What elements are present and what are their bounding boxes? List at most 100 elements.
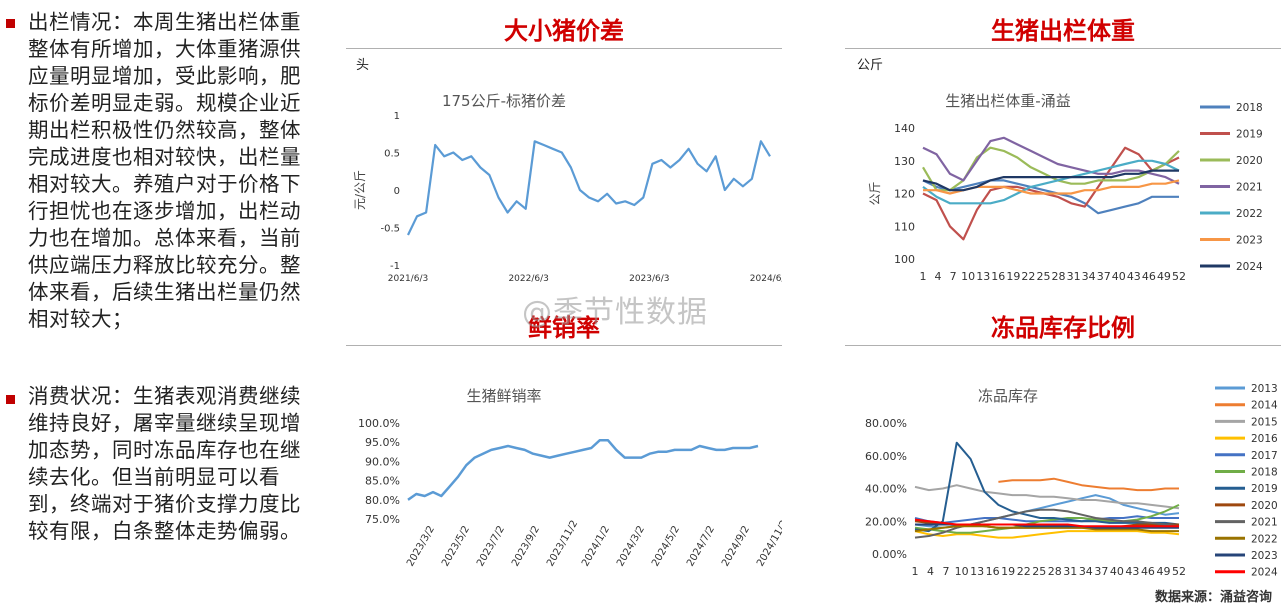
x-tick-label: 52 xyxy=(1172,270,1186,283)
y-tick-label: 60.00% xyxy=(865,450,907,463)
y-tick-label: 85.0% xyxy=(365,475,400,488)
series-line-2022 xyxy=(914,525,1179,533)
legend-label: 2020 xyxy=(1236,155,1263,167)
y-axis-label: 公斤 xyxy=(868,181,882,205)
series-line-2022 xyxy=(922,159,1180,205)
y-tick-label: -0.5 xyxy=(380,224,400,235)
series-line-2019 xyxy=(922,146,1180,241)
watermark: @季节性数据 xyxy=(522,295,708,330)
x-tick-label: 2024/1/2 xyxy=(580,524,612,568)
x-tick-label: 2024/3/2 xyxy=(615,524,647,568)
x-tick-label: 2023/7/2 xyxy=(475,524,507,568)
legend-label: 2019 xyxy=(1236,129,1263,141)
bullet-icon xyxy=(6,19,15,28)
series-line-2019 xyxy=(914,441,1180,533)
x-tick-label: 31 xyxy=(1067,270,1081,283)
series-line-2024 xyxy=(922,169,1179,192)
x-tick-label: 13 xyxy=(970,565,984,578)
x-tick-label: 4 xyxy=(927,565,934,578)
legend-label: 2018 xyxy=(1236,102,1263,114)
x-tick-label: 2024/11/2 xyxy=(755,519,782,569)
y-tick-label: 20.00% xyxy=(865,515,907,528)
x-tick-label: 25 xyxy=(1032,565,1046,578)
consumption-paragraph: 消费状况：生猪表观消费继续维持良好，屠宰量继续呈现增加态势，同时冻品库存也在继续… xyxy=(28,384,301,543)
x-tick-label: 1 xyxy=(912,565,919,578)
x-tick-label: 2024/5/2 xyxy=(650,524,682,568)
y-tick-label: -1 xyxy=(390,261,400,272)
x-tick-label: 2024/7/2 xyxy=(685,524,717,568)
x-tick-label: 19 xyxy=(1001,565,1015,578)
x-tick-label: 22 xyxy=(1021,270,1035,283)
y-tick-label: 40.00% xyxy=(865,483,907,496)
x-tick-label: 16 xyxy=(991,270,1005,283)
series-line-2020 xyxy=(922,146,1180,192)
x-tick-label: 2023/11/2 xyxy=(545,519,580,569)
x-tick-label: 2023/5/2 xyxy=(440,524,472,568)
series-line-2015 xyxy=(914,484,1180,510)
panel-fresh-sales: 鲜销率 生猪鲜销率 100.0% 95.0% 90.0% 85.0% 80.0% 75.0… xyxy=(346,305,782,605)
y-tick-label: 140 xyxy=(894,122,915,135)
x-tick-label: 2023/6/3 xyxy=(629,274,669,284)
divider xyxy=(346,345,782,346)
panel-frozen-inventory: 冻品库存比例 冻品库存 80.00% 60.00% 40.00% 20.00% 0.00… xyxy=(845,305,1281,587)
x-tick-label: 40 xyxy=(1110,565,1124,578)
y-tick-label: 1 xyxy=(394,111,400,122)
x-tick-label: 22 xyxy=(1017,565,1031,578)
series-line-2016 xyxy=(914,530,1180,539)
x-tick-label: 31 xyxy=(1063,565,1077,578)
chart-title: 冻品库存 xyxy=(977,387,1038,405)
y-tick-label: 80.0% xyxy=(365,494,400,507)
panel-title: 大小猪价差 xyxy=(504,17,624,45)
x-tick-label: 34 xyxy=(1082,270,1096,283)
x-tick-label: 34 xyxy=(1079,565,1093,578)
x-tick-label: 7 xyxy=(943,565,950,578)
series-line-2024 xyxy=(914,518,1179,528)
bullet-icon xyxy=(6,395,15,404)
x-tick-label: 13 xyxy=(976,270,990,283)
legend-label: 2016 xyxy=(1251,433,1278,445)
legend-label: 2021 xyxy=(1251,517,1278,529)
divider xyxy=(845,48,1281,49)
unit-label: 头 xyxy=(356,58,370,73)
y-tick-label: 120 xyxy=(894,188,915,201)
x-tick-label: 28 xyxy=(1052,270,1066,283)
x-tick-label: 43 xyxy=(1125,565,1139,578)
x-tick-label: 2023/3/2 xyxy=(405,524,437,568)
x-tick-label: 46 xyxy=(1141,565,1155,578)
x-tick-label: 7 xyxy=(950,270,957,283)
legend-label: 2023 xyxy=(1236,235,1263,247)
y-tick-label: 110 xyxy=(894,220,915,233)
chart-spread: 1 0.5 0 -0.5 -1 元/公斤 2021/6/3 2022/6/3 2023/6/3 2… xyxy=(353,111,782,284)
x-tick-label: 10 xyxy=(955,565,969,578)
x-tick-label: 49 xyxy=(1156,565,1170,578)
x-tick-label: 2022/6/3 xyxy=(508,274,548,284)
x-tick-label: 2023/9/2 xyxy=(510,524,542,568)
y-tick-label: 80.00% xyxy=(865,417,907,430)
x-tick-label: 4 xyxy=(935,270,942,283)
divider xyxy=(845,345,1281,346)
y-tick-label: 130 xyxy=(894,155,915,168)
legend-label: 2021 xyxy=(1236,182,1263,194)
y-tick-label: 95.0% xyxy=(365,436,400,449)
x-tick-label: 49 xyxy=(1157,270,1171,283)
legend-label: 2017 xyxy=(1251,450,1278,462)
panel-slaughter-weight: 生猪出栏体重 公斤 生猪出栏体重-涌益 140 130 120 110 100 公斤 1 4 7… xyxy=(845,0,1281,300)
x-tick-label: 1 xyxy=(920,270,927,283)
x-tick-label: 40 xyxy=(1112,270,1126,283)
x-tick-label: 25 xyxy=(1036,270,1050,283)
x-tick-label: 16 xyxy=(986,565,1000,578)
x-tick-label: 46 xyxy=(1142,270,1156,283)
legend-label: 2015 xyxy=(1251,416,1278,428)
series-line xyxy=(407,140,771,236)
x-tick-label: 52 xyxy=(1172,565,1186,578)
y-tick-label: 90.0% xyxy=(365,455,400,468)
x-tick-label: 2024/9/2 xyxy=(720,524,752,568)
chart-title: 生猪出栏体重-涌益 xyxy=(945,92,1071,110)
panel-title: 冻品库存比例 xyxy=(991,314,1135,342)
chart-frozen: 80.00% 60.00% 40.00% 20.00% 0.00% 1 4 7 10 13 16 19… xyxy=(865,383,1278,579)
panel-title: 生猪出栏体重 xyxy=(991,17,1135,45)
y-tick-label: 0.5 xyxy=(384,149,400,160)
series-line xyxy=(407,439,759,501)
x-tick-label: 10 xyxy=(961,270,975,283)
series-line-2018 xyxy=(914,503,1180,534)
